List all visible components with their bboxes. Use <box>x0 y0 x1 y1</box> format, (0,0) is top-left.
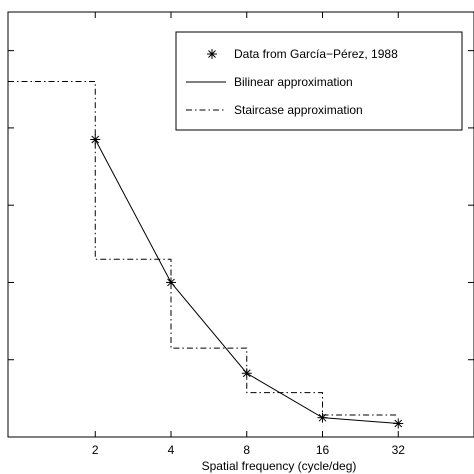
x-axis-ticks: 2 4 8 16 32 <box>92 12 405 457</box>
x-tick-label-16: 16 <box>316 443 330 457</box>
x-tick-label-8: 8 <box>243 443 250 457</box>
data-point-0 <box>90 134 101 145</box>
x-tick-label-4: 4 <box>168 443 175 457</box>
x-axis-label: Spatial frequency (cycle/deg) <box>202 459 357 473</box>
y-axis-ticks <box>8 50 474 438</box>
x-tick-label-32: 32 <box>392 443 406 457</box>
data-markers <box>90 134 404 429</box>
legend-box <box>175 31 463 131</box>
data-point-2 <box>241 368 252 379</box>
data-point-4 <box>393 418 404 429</box>
legend-label-data: Data from García−Pérez, 1988 <box>234 47 398 61</box>
staircase-series <box>8 81 399 416</box>
legend-label-staircase: Staircase approximation <box>234 103 363 117</box>
data-point-3 <box>317 412 328 423</box>
staircase-line <box>8 81 399 416</box>
legend: Data from García−Pérez, 1988 Bilinear ap… <box>175 31 463 131</box>
data-point-1 <box>166 277 177 288</box>
legend-marker-asterisk <box>207 49 217 59</box>
legend-label-bilinear: Bilinear approximation <box>234 75 353 89</box>
x-tick-label-2: 2 <box>92 443 99 457</box>
